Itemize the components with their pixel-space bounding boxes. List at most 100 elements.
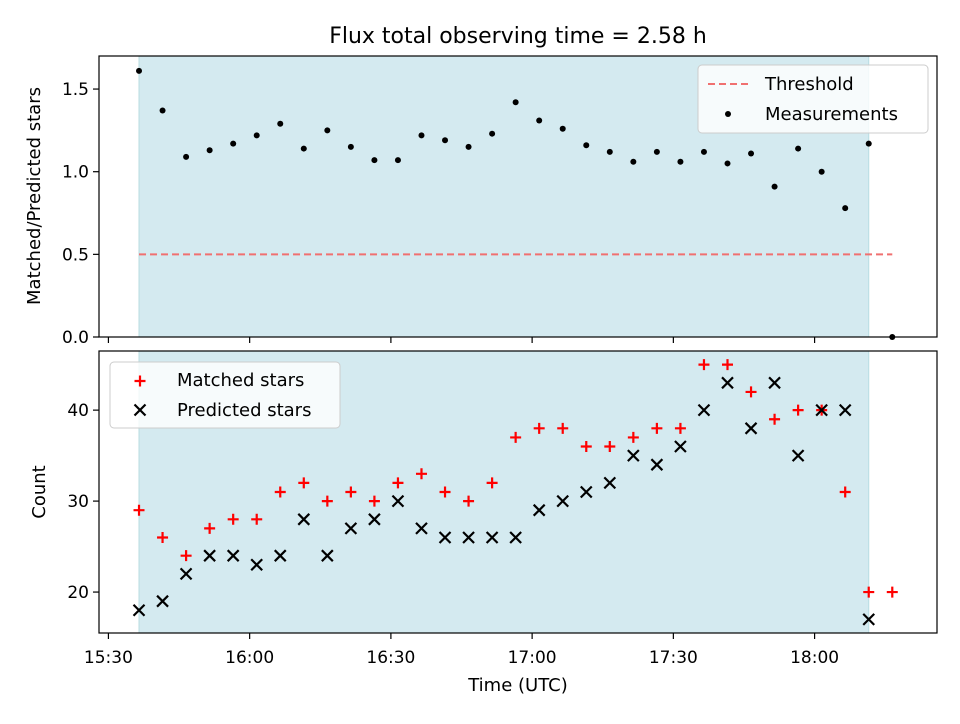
predicted-stars-point [556,494,570,508]
x-axis-label: Time (UTC) [467,675,568,696]
predicted-stars-point [368,513,381,526]
measurement-point [277,120,284,127]
x-tick-label: 16:30 [366,648,415,668]
predicted-stars-point [226,549,240,562]
x-tick-label: 16:00 [225,648,274,668]
top-legend: Threshold Measurements [697,64,929,134]
predicted-stars-point [650,458,664,471]
matched-stars-point [886,586,898,598]
predicted-stars-point [156,594,169,608]
matched-stars-point [486,477,498,489]
matched-stars-point [557,422,569,434]
matched-stars-point [133,504,145,516]
measurement-point [748,150,755,157]
top-plot-area: 0.0 0.5 1.0 1.5 Threshold Measurements [62,55,938,348]
measurement-point [136,67,143,74]
matched-stars-point [651,422,663,434]
matched-stars-point [580,441,592,453]
top-panel: Flux total observing time = 2.58 h 0.00.… [24,24,938,348]
legend-predicted-label: Predicted stars [177,400,311,421]
bottom-plot-area: 20 30 40 15:30 16:00 16:30 17:00 17:30 18:00 Matc… [67,350,938,668]
measurement-point [347,143,354,150]
top-y-tick-label: 0.0 [62,328,89,348]
predicted-stars-point [250,558,263,572]
predicted-stars-point [203,549,216,562]
measurement-point [418,132,425,139]
matched-stars-point [792,404,804,416]
measurement-point [865,140,872,147]
top-y-tick-label: 0.5 [62,245,89,265]
predicted-stars-point [438,531,452,544]
matched-stars-point [227,513,239,525]
bottom-panel: 20 30 40 15:30 16:00 16:30 17:00 17:30 18:00 Matc… [29,350,938,696]
matched-stars-point [510,431,522,443]
predicted-stars-point [815,403,828,417]
measurement-point [512,99,519,106]
matched-stars-point [769,413,781,425]
predicted-stars-point [297,513,311,526]
x-tick-label: 18:00 [790,648,839,668]
matched-stars-point [204,522,216,534]
matched-stars-point [298,477,310,489]
predicted-stars-point [768,376,781,390]
predicted-stars-point [132,603,146,617]
measurement-point [324,127,331,134]
matched-stars-point [274,486,286,498]
measurement-point [559,125,566,132]
measurement-point [842,205,849,212]
measurement-point [230,140,237,147]
bottom-y-tick-label: 30 [67,492,89,512]
predicted-stars-point [509,531,522,544]
predicted-stars-point [862,613,876,626]
chart-title: Flux total observing time = 2.58 h [329,24,707,49]
predicted-stars-point [697,403,711,417]
legend-measurements-swatch [725,111,731,117]
measurement-point [489,130,496,137]
predicted-stars-point [627,449,640,462]
measurement-point [795,145,802,152]
predicted-stars-point [532,503,546,517]
matched-stars-point [839,486,851,498]
matched-stars-point [392,477,404,489]
matched-stars-point [415,468,427,480]
top-y-tick-label: 1.5 [62,80,89,100]
matched-stars-point [321,495,333,507]
matched-stars-point [722,359,733,371]
legend-matched-label: Matched stars [177,370,304,391]
bottom-legend-box [109,361,341,429]
measurement-point [159,107,166,114]
bottom-y-axis-label: Count [29,465,50,518]
predicted-stars-point [344,522,358,535]
matched-stars-point [463,495,475,507]
measurement-point [371,157,378,164]
predicted-stars-point [321,549,334,562]
legend-threshold-label: Threshold [764,74,854,95]
measurement-point [700,148,707,155]
measurement-point [771,183,778,190]
matched-stars-point [627,431,639,443]
predicted-stars-point [179,567,193,581]
predicted-stars-point [674,440,687,453]
top-y-axis-label: Matched/Predicted stars [24,87,45,305]
measurement-point [206,147,213,154]
legend-matched-swatch [134,375,146,387]
matched-stars-point [745,386,757,398]
top-axes-frame [98,55,938,338]
measurement-point [818,168,825,175]
measurement-point [606,148,613,155]
matched-stars-point [533,422,545,434]
measurement-point [536,117,543,124]
matched-stars-point [604,441,616,453]
top-y-tick-label: 1.0 [62,163,89,183]
measurement-point [677,158,684,165]
predicted-stars-point [415,522,428,535]
matched-stars-point [698,359,710,371]
bottom-y-tick-label: 20 [67,583,89,603]
measurement-point [300,145,307,152]
bottom-legend: Matched stars Predicted stars [109,361,341,429]
x-tick-label: 17:30 [649,648,698,668]
measurement-point [630,158,637,165]
legend-predicted-swatch [133,403,147,417]
measurement-point [442,137,449,144]
